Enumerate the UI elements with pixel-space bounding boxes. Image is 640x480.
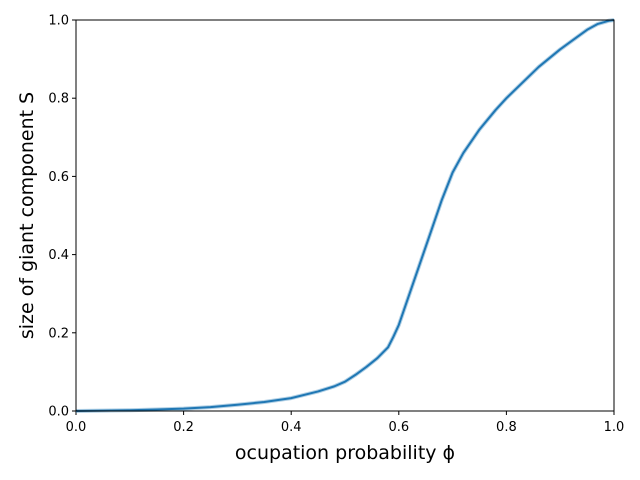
y-tick-label: 0.2 — [48, 326, 69, 341]
y-tick-label: 0.8 — [48, 92, 69, 107]
y-tick-label: 0.6 — [48, 170, 69, 185]
y-tick-label: 1.0 — [48, 14, 69, 29]
x-tick-label: 1.0 — [604, 420, 625, 435]
series-band — [75, 18, 615, 413]
x-axis: 0.0 0.2 0.4 0.6 0.8 1.0 — [66, 411, 625, 435]
x-axis-label: ocupation probability ϕ — [235, 442, 455, 464]
series-line — [75, 19, 615, 412]
x-tick-label: 0.0 — [66, 420, 87, 435]
x-tick-label: 0.4 — [281, 420, 302, 435]
plot-area — [75, 18, 615, 413]
y-axis: 0.0 0.2 0.4 0.6 0.8 1.0 — [48, 14, 76, 420]
y-tick-label: 0.0 — [48, 405, 69, 420]
x-tick-label: 0.2 — [173, 420, 194, 435]
y-axis-label: size of giant component S — [16, 92, 38, 339]
axes-frame — [75, 19, 615, 412]
x-tick-label: 0.6 — [388, 420, 409, 435]
x-tick-label: 0.8 — [496, 420, 517, 435]
y-tick-label: 0.4 — [48, 248, 69, 263]
